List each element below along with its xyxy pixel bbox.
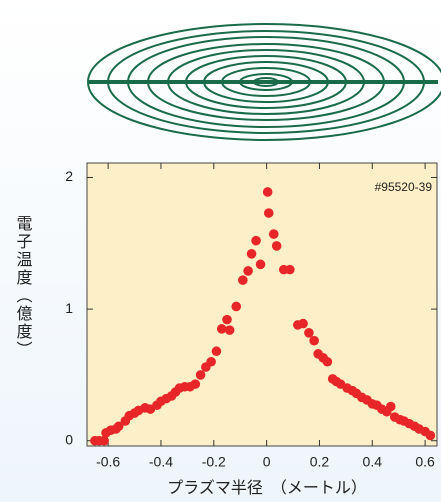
data-point xyxy=(255,259,266,270)
data-point xyxy=(243,266,253,276)
x-tick-label: -0.2 xyxy=(202,454,226,470)
x-tick-label: 0.6 xyxy=(415,454,435,470)
y-tick-label: 2 xyxy=(65,168,73,184)
plot: -0.6 -0.4 -0.2 0 0.2 0.4 0.6 0 1 2 xyxy=(65,163,437,470)
data-point xyxy=(238,275,248,285)
data-point xyxy=(113,421,124,432)
data-point xyxy=(206,356,216,367)
data-point xyxy=(231,301,242,312)
data-point xyxy=(211,346,222,357)
data-point xyxy=(298,318,308,329)
data-point xyxy=(246,249,257,259)
data-point xyxy=(195,370,206,380)
x-tick-label: -0.4 xyxy=(149,454,173,470)
data-point xyxy=(285,264,295,275)
data-point xyxy=(263,208,274,218)
data-point xyxy=(251,235,261,246)
data-point xyxy=(271,241,282,251)
data-point xyxy=(222,314,232,325)
plasma-cross-section xyxy=(87,23,441,141)
data-point xyxy=(190,379,201,389)
data-point xyxy=(425,430,436,441)
x-tick-label: 0.4 xyxy=(363,454,383,470)
x-tick-label: 0 xyxy=(263,454,271,470)
data-point xyxy=(262,187,273,197)
data-point xyxy=(385,401,396,412)
y-tick-label: 0 xyxy=(65,431,73,447)
data-point xyxy=(268,229,279,239)
x-tick-label: -0.6 xyxy=(96,454,120,470)
x-axis-label: プラズマ半径 （メートル） xyxy=(167,479,367,497)
data-point xyxy=(99,435,109,446)
y-axis-label: 電子温度（億度） xyxy=(14,215,33,359)
data-point xyxy=(322,356,333,367)
data-point xyxy=(304,328,314,338)
y-tick-label: 1 xyxy=(65,300,73,316)
plot-area xyxy=(86,162,438,447)
data-point xyxy=(309,335,319,346)
data-point xyxy=(224,325,235,335)
annotation: #95520-39 xyxy=(375,180,433,194)
data-point xyxy=(216,324,227,334)
x-tick-label: 0.2 xyxy=(310,454,330,470)
